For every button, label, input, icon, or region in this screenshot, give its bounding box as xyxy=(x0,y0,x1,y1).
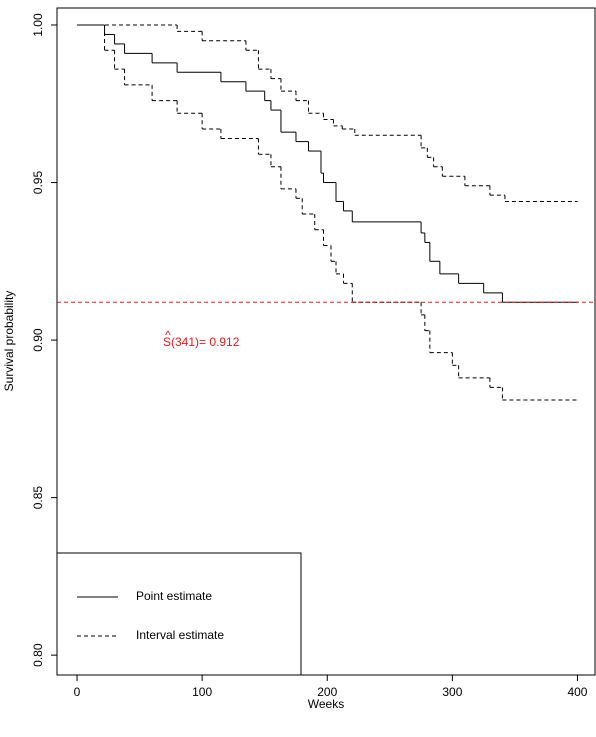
annotation: S(341)= 0.912 xyxy=(163,335,240,349)
y-tick-label: 0.95 xyxy=(31,171,45,195)
x-tick-label: 0 xyxy=(74,685,81,699)
legend-label: Point estimate xyxy=(136,589,212,603)
annotation-hat: ^ xyxy=(165,328,171,342)
y-tick-label: 1.00 xyxy=(31,13,45,37)
x-tick-label: 300 xyxy=(442,685,462,699)
legend-label: Interval estimate xyxy=(136,628,224,642)
y-tick-label: 0.90 xyxy=(31,328,45,352)
x-tick-label: 400 xyxy=(567,685,587,699)
y-tick-label: 0.80 xyxy=(31,643,45,667)
y-tick-label: 0.85 xyxy=(31,486,45,510)
x-tick-label: 200 xyxy=(317,685,337,699)
legend-box xyxy=(56,552,302,676)
y-axis-label: Survival probability xyxy=(2,291,16,392)
x-axis-label: Weeks xyxy=(308,697,344,711)
plot-frame xyxy=(56,7,596,676)
x-tick-label: 100 xyxy=(192,685,212,699)
